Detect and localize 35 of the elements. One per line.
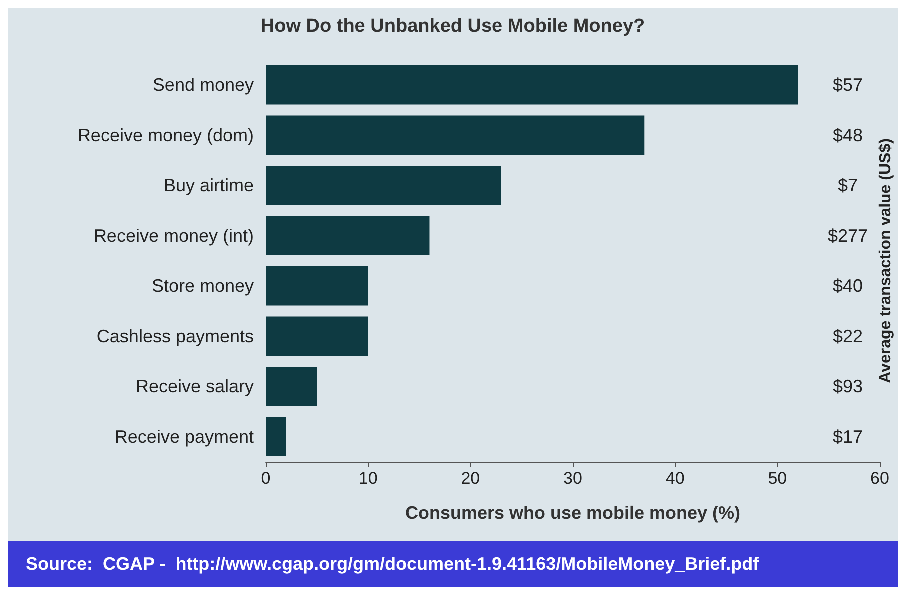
x-tick-label: 10 bbox=[358, 469, 378, 488]
x-tick-label: 30 bbox=[564, 469, 582, 488]
y-tick-label: Receive payment bbox=[114, 426, 254, 447]
bar bbox=[266, 367, 318, 406]
y-tick-label: Receive money (dom) bbox=[78, 125, 254, 146]
x-tick-label: 50 bbox=[768, 469, 788, 488]
bar bbox=[266, 116, 645, 155]
bar bbox=[266, 216, 430, 256]
bar bbox=[266, 417, 286, 456]
annotation: $17 bbox=[832, 426, 864, 447]
x-axis-title: Consumers who use mobile money (%) bbox=[405, 503, 741, 523]
y-tick-label: Store money bbox=[152, 276, 254, 296]
source-note: Source: CGAP - http://www.cgap.org/gm/document-1.9.41163/MobileMoney_Brief.pdf bbox=[26, 554, 760, 574]
annotation: $7 bbox=[838, 176, 858, 196]
bar bbox=[266, 66, 798, 105]
annotation: $22 bbox=[832, 326, 864, 346]
x-tick-label: 40 bbox=[666, 469, 685, 488]
annotation: $57 bbox=[832, 75, 864, 96]
x-tick-label: 20 bbox=[461, 469, 480, 488]
y-tick-label: Send money bbox=[152, 75, 254, 96]
bar bbox=[266, 166, 502, 206]
y-tick-label: Cashless payments bbox=[96, 326, 254, 346]
y-tick-label: Receive salary bbox=[136, 376, 254, 397]
y2-axis-title: Average transaction value (US$) bbox=[878, 138, 894, 384]
chart-title: How Do the Unbanked Use Mobile Money? bbox=[260, 16, 646, 37]
x-tick-label: 0 bbox=[261, 469, 271, 488]
bar bbox=[266, 316, 368, 356]
x-tick-label: 60 bbox=[870, 469, 890, 488]
annotation: $93 bbox=[832, 376, 864, 397]
bar bbox=[266, 266, 368, 306]
annotation: $40 bbox=[832, 276, 864, 296]
y-tick-label: Receive money (int) bbox=[94, 226, 254, 246]
annotation: $277 bbox=[828, 226, 868, 246]
y-tick-label: Buy airtime bbox=[164, 176, 254, 196]
annotation: $48 bbox=[832, 125, 864, 146]
